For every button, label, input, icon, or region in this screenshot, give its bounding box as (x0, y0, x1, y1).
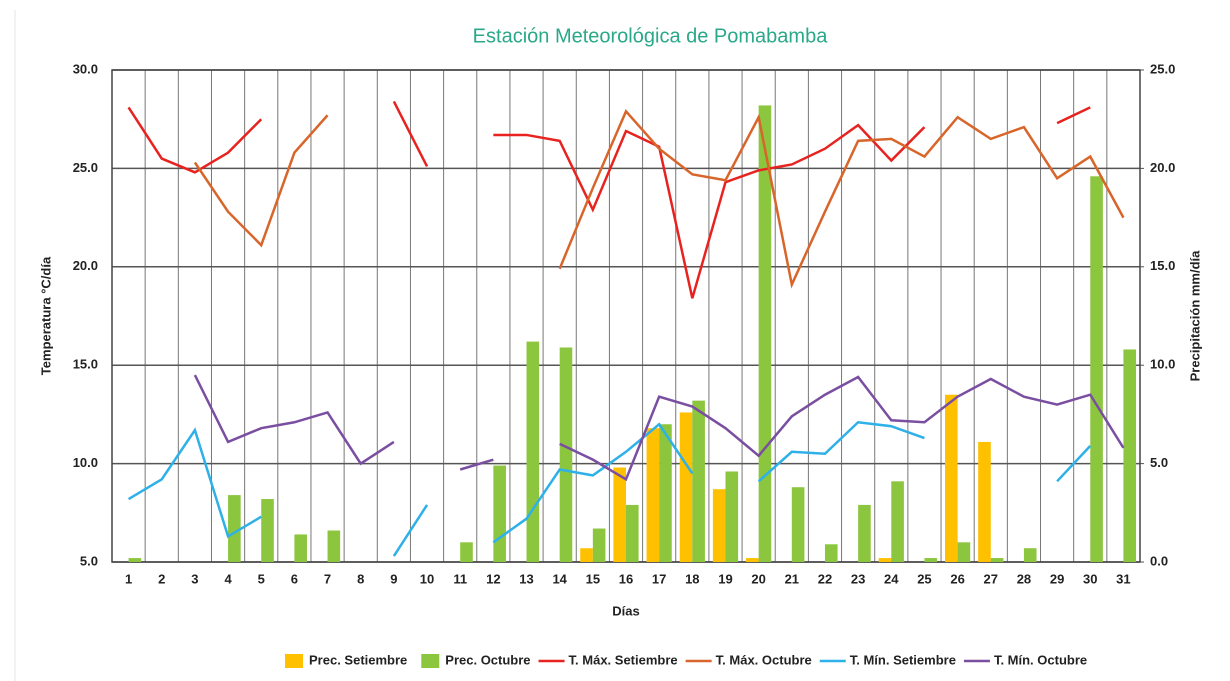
bar (957, 542, 971, 562)
x-tick-label: 29 (1050, 571, 1064, 586)
bar (659, 424, 672, 562)
x-tick-label: 28 (1017, 571, 1031, 586)
legend-swatch (285, 654, 303, 668)
y-tick-label: 20.0 (73, 258, 98, 273)
bar (228, 495, 241, 562)
bar (791, 487, 805, 562)
bar (924, 558, 938, 562)
bar (526, 341, 540, 562)
x-tick-label: 5 (258, 571, 265, 586)
bar (493, 465, 506, 562)
line (127, 420, 1092, 557)
line (193, 374, 1125, 482)
x-tick-label: 4 (224, 571, 232, 586)
x-tick-label: 20 (751, 571, 765, 586)
x-tick-label: 16 (619, 571, 633, 586)
bar (294, 534, 307, 562)
bar (1023, 548, 1037, 562)
y-tick-label: 10.0 (73, 455, 98, 470)
legend-label: Prec. Octubre (445, 652, 530, 667)
bar (758, 105, 772, 562)
legend-label: T. Mín. Setiembre (850, 652, 956, 667)
x-tick-label: 7 (324, 571, 331, 586)
bar (327, 530, 341, 562)
bar (646, 428, 660, 562)
x-tick-label: 21 (785, 571, 799, 586)
bar (626, 504, 639, 562)
bar (580, 548, 593, 562)
x-tick-label: 18 (685, 571, 699, 586)
bar (1123, 349, 1137, 562)
bar (978, 441, 991, 562)
x-tick-label: 23 (851, 571, 865, 586)
y2-tick-label: 20.0 (1150, 160, 1175, 175)
x-tick-label: 17 (652, 571, 666, 586)
x-tick-label: 3 (191, 571, 198, 586)
x-tick-label: 12 (486, 571, 500, 586)
bar (891, 481, 904, 562)
legend-label: T. Máx. Setiembre (569, 652, 678, 667)
bar (460, 542, 473, 562)
bar (746, 558, 759, 562)
bar (878, 558, 892, 562)
y2-tick-label: 15.0 (1150, 258, 1175, 273)
x-tick-label: 26 (950, 571, 964, 586)
chart-title: Estación Meteorológica de Pomabamba (473, 25, 829, 47)
bar (559, 347, 573, 562)
legend-swatch (421, 654, 440, 668)
x-tick-label: 31 (1116, 571, 1130, 586)
y-axis-label: Temperatura °C/día (38, 256, 53, 375)
x-tick-label: 25 (917, 571, 931, 586)
x-tick-label: 6 (291, 571, 298, 586)
bar (990, 558, 1004, 562)
x-tick-label: 27 (984, 571, 998, 586)
x-tick-label: 19 (718, 571, 732, 586)
x-tick-label: 30 (1083, 571, 1097, 586)
x-tick-label: 10 (420, 571, 434, 586)
bar (592, 528, 606, 562)
bar (1090, 176, 1103, 562)
x-tick-label: 9 (390, 571, 397, 586)
x-tick-label: 15 (586, 571, 600, 586)
bar (725, 471, 739, 562)
y2-tick-label: 5.0 (1150, 455, 1168, 470)
y-tick-label: 30.0 (73, 61, 98, 76)
y-tick-label: 5.0 (80, 553, 98, 568)
bar (261, 499, 274, 562)
bar (712, 489, 726, 562)
bar (613, 467, 626, 562)
x-tick-label: 2 (158, 571, 165, 586)
x-tick-label: 1 (125, 571, 132, 586)
y2-tick-label: 10.0 (1150, 357, 1175, 372)
bar (692, 400, 705, 562)
y-tick-label: 25.0 (73, 160, 98, 175)
legend-label: T. Mín. Octubre (994, 652, 1087, 667)
line (193, 109, 1125, 289)
x-tick-label: 13 (519, 571, 533, 586)
y2-axis-label: Precipitación mm/día (1187, 250, 1202, 382)
legend-label: T. Máx. Octubre (716, 652, 812, 667)
bar (679, 412, 693, 562)
bar (945, 394, 958, 562)
x-tick-label: 22 (818, 571, 832, 586)
y2-tick-label: 0.0 (1150, 553, 1168, 568)
y-tick-label: 15.0 (73, 357, 98, 372)
y2-tick-label: 25.0 (1150, 61, 1175, 76)
x-tick-label: 11 (453, 571, 467, 586)
bar (824, 544, 838, 562)
legend-label: Prec. Setiembre (309, 652, 407, 667)
x-tick-label: 24 (884, 571, 899, 586)
x-tick-label: 14 (552, 571, 567, 586)
x-tick-label: 8 (357, 571, 364, 586)
x-axis-label: Días (612, 603, 639, 618)
bar (128, 558, 142, 562)
bar (858, 504, 871, 562)
line (127, 100, 1091, 299)
